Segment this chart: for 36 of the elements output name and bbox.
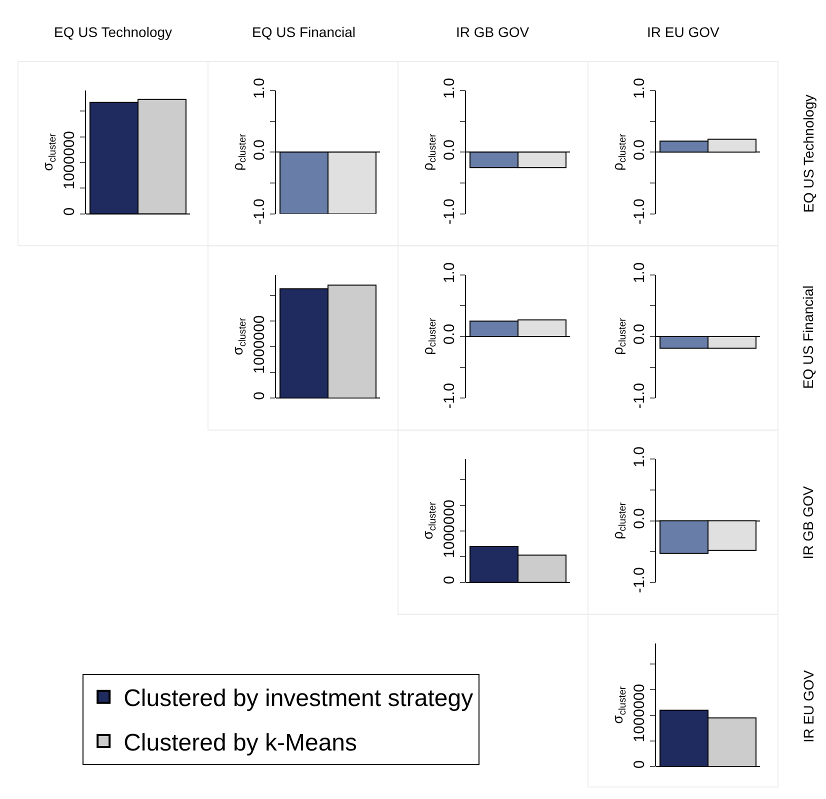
y-tick-label: 1.0 xyxy=(441,262,458,284)
y-tick-label: 1.0 xyxy=(631,446,648,468)
y-tick-label: 1000000 xyxy=(631,684,648,742)
text: EQ US Technology xyxy=(800,94,816,213)
y-tick-label: 1.0 xyxy=(631,262,648,284)
y-tick-label: 0 xyxy=(61,207,78,216)
text: IR EU GOV xyxy=(800,670,816,743)
y-tick-label: 0 xyxy=(251,392,268,400)
y-tick-label: 0 xyxy=(441,576,458,584)
y-tick-label: 0.0 xyxy=(631,508,648,529)
text: EQ US Financial xyxy=(800,285,816,389)
y-tick-label: 1000000 xyxy=(251,315,268,374)
chart-title: EQ US Technology xyxy=(54,24,172,40)
legend-label: Clustered by k-Means xyxy=(124,729,358,756)
text: IR GB GOV xyxy=(800,485,816,560)
y-tick-label: 0.0 xyxy=(441,140,458,160)
y-tick-label: -1.0 xyxy=(441,382,458,409)
y-tick-label: 1.0 xyxy=(251,78,268,99)
y-tick-label: -1.0 xyxy=(631,382,648,409)
y-tick-label: 0.0 xyxy=(631,324,648,345)
y-tick-label: 0.0 xyxy=(251,140,268,160)
chart-title: IR EU GOV xyxy=(647,24,720,40)
y-tick-label: 1000000 xyxy=(61,131,78,190)
y-tick-label: 0.0 xyxy=(631,140,648,160)
legend-label: Clustered by investment strategy xyxy=(124,685,474,712)
y-tick-label: -1.0 xyxy=(441,198,458,224)
y-tick-label: 0 xyxy=(631,760,648,769)
chart-title: EQ US Financial xyxy=(252,24,356,40)
y-tick-label: -1.0 xyxy=(251,198,268,224)
y-tick-label: -1.0 xyxy=(631,198,648,224)
y-tick-label: 1.0 xyxy=(631,78,648,99)
y-tick-label: -1.0 xyxy=(631,567,648,594)
y-tick-label: 1000000 xyxy=(441,500,458,558)
chart-title: IR GB GOV xyxy=(456,24,530,40)
y-tick-label: 0.0 xyxy=(441,324,458,345)
y-tick-label: 1.0 xyxy=(441,78,458,99)
